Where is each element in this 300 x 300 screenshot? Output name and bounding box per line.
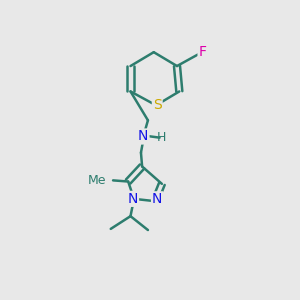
Text: S: S [153, 98, 162, 112]
Text: Me: Me [88, 174, 106, 187]
Text: N: N [128, 192, 138, 206]
Text: N: N [152, 192, 162, 206]
Text: N: N [138, 130, 148, 143]
Text: H: H [157, 131, 167, 144]
Text: F: F [199, 45, 207, 59]
